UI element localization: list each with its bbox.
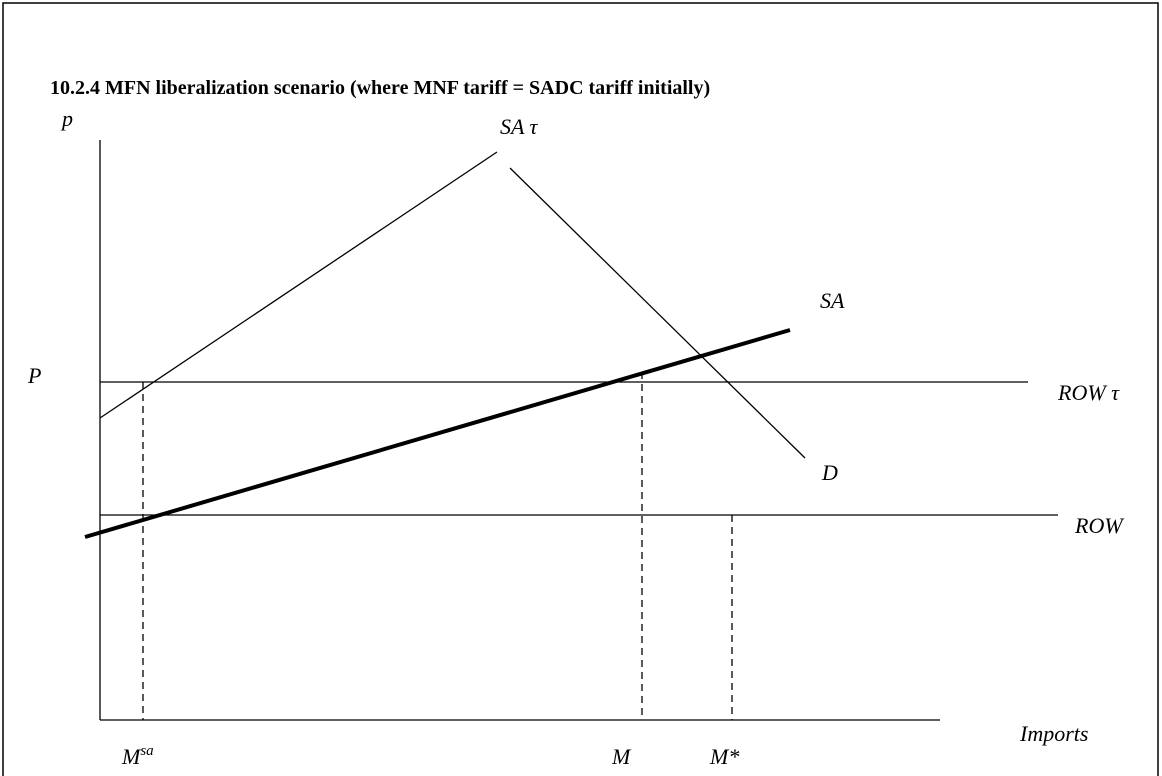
sa-label: SA [820, 288, 845, 313]
imports-label: Imports [1019, 721, 1088, 746]
m-sa-base: M [121, 744, 142, 769]
d-label: D [821, 460, 838, 485]
m-sa-label: Msa [121, 743, 154, 769]
row-label: ROW [1074, 513, 1124, 538]
m-star-label: M* [709, 744, 739, 769]
demand-line [509, 167, 806, 459]
sa-tau-label: SA τ [500, 114, 539, 139]
p-axis-label: p [60, 106, 73, 131]
sa-tau-line [99, 151, 498, 419]
m-sa-sup: sa [140, 743, 153, 759]
row-tau-label: ROW τ [1057, 380, 1120, 405]
title: 10.2.4 MFN liberalization scenario (wher… [50, 77, 710, 99]
price-label: P [27, 363, 41, 388]
sa-line [84, 328, 791, 539]
m-label: M [611, 744, 632, 769]
